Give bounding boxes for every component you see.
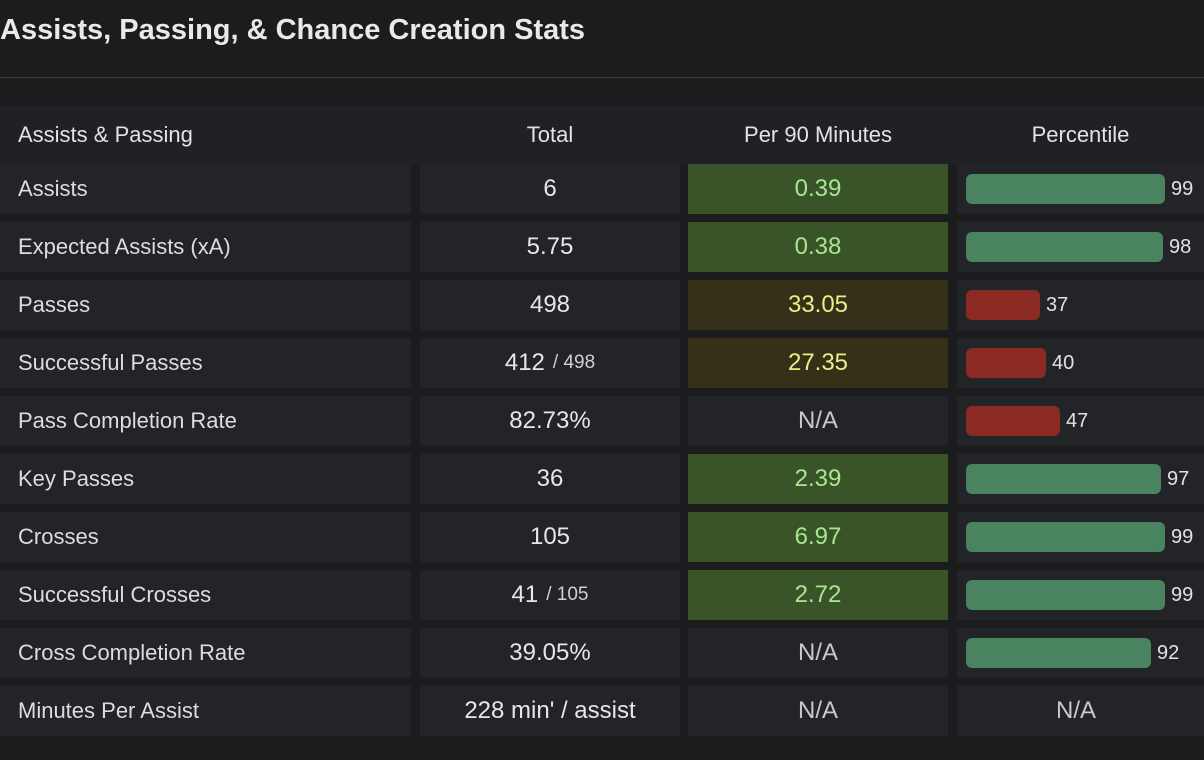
percentile-value: 99 xyxy=(1171,177,1194,200)
total-cell: 412 / 498 xyxy=(420,338,680,388)
row-label: Crosses xyxy=(0,512,411,562)
row-label: Minutes Per Assist xyxy=(0,686,411,736)
percentile-value: 98 xyxy=(1169,235,1192,258)
total-cell: 82.73% xyxy=(420,396,680,446)
per90-cell: 2.72 xyxy=(688,570,948,620)
percentile-value: 37 xyxy=(1046,293,1069,316)
table-body: Assists 6 0.39 99 Expected Assists (xA) 5.75 0… xyxy=(0,164,1204,744)
table-row: Expected Assists (xA) 5.75 0.38 98 xyxy=(0,222,1204,280)
per90-cell: 0.38 xyxy=(688,222,948,272)
percentile-bar xyxy=(966,348,1046,378)
percentile-cell: 37 xyxy=(957,280,1204,330)
row-label: Successful Passes xyxy=(0,338,411,388)
total-cell: 41 / 105 xyxy=(420,570,680,620)
table-row: Crosses 105 6.97 99 xyxy=(0,512,1204,570)
percentile-value: 97 xyxy=(1167,467,1190,490)
percentile-cell: 97 xyxy=(957,454,1204,504)
total-denominator: / 105 xyxy=(546,584,589,605)
total-value: 41 xyxy=(511,581,539,608)
percentile-cell: 92 xyxy=(957,628,1204,678)
percentile-value: 92 xyxy=(1157,641,1180,664)
header-total: Total xyxy=(526,122,574,147)
total-value: 82.73% xyxy=(509,407,591,434)
header-category: Assists & Passing xyxy=(18,122,193,147)
percentile-cell: N/A xyxy=(957,686,1204,736)
per90-cell: 33.05 xyxy=(688,280,948,330)
table-row: Successful Passes 412 / 498 27.35 40 xyxy=(0,338,1204,396)
total-value: 105 xyxy=(529,523,571,550)
percentile-bar xyxy=(966,232,1163,262)
total-cell: 36 xyxy=(420,454,680,504)
total-cell: 228 min' / assist xyxy=(420,686,680,736)
table-row: Successful Crosses 41 / 105 2.72 99 xyxy=(0,570,1204,628)
total-value: 498 xyxy=(529,291,571,318)
total-value: 39.05% xyxy=(509,639,591,666)
per90-cell: 27.35 xyxy=(688,338,948,388)
stats-table: Assists & Passing Total Per 90 Minutes P… xyxy=(0,106,1204,744)
table-row: Assists 6 0.39 99 xyxy=(0,164,1204,222)
percentile-value: 99 xyxy=(1171,525,1194,548)
row-label: Expected Assists (xA) xyxy=(0,222,411,272)
total-value: 5.75 xyxy=(526,233,574,260)
total-cell: 5.75 xyxy=(420,222,680,272)
row-label: Cross Completion Rate xyxy=(0,628,411,678)
row-label: Key Passes xyxy=(0,454,411,504)
total-value: 36 xyxy=(536,465,564,492)
percentile-bar xyxy=(966,638,1151,668)
total-value: 412 xyxy=(504,349,545,376)
total-denominator: / 498 xyxy=(552,352,596,373)
percentile-bar xyxy=(966,290,1040,320)
per90-cell: 2.39 xyxy=(688,454,948,504)
total-value: 6 xyxy=(543,175,557,202)
table-row: Key Passes 36 2.39 97 xyxy=(0,454,1204,512)
percentile-cell: 40 xyxy=(957,338,1204,388)
row-label: Successful Crosses xyxy=(0,570,411,620)
percentile-na: N/A xyxy=(1055,697,1096,724)
percentile-value: 40 xyxy=(1052,351,1075,374)
percentile-bar xyxy=(966,464,1161,494)
table-row: Minutes Per Assist 228 min' / assist N/A N/… xyxy=(0,686,1204,744)
percentile-cell: 99 xyxy=(957,164,1204,214)
per90-cell: N/A xyxy=(688,628,948,678)
total-cell: 39.05% xyxy=(420,628,680,678)
row-label: Pass Completion Rate xyxy=(0,396,411,446)
total-cell: 6 xyxy=(420,164,680,214)
total-cell: 105 xyxy=(420,512,680,562)
table-header-row: Assists & Passing Total Per 90 Minutes P… xyxy=(0,106,1204,164)
table-row: Passes 498 33.05 37 xyxy=(0,280,1204,338)
per90-cell: 0.39 xyxy=(688,164,948,214)
total-cell: 498 xyxy=(420,280,680,330)
per90-cell: N/A xyxy=(688,396,948,446)
row-label: Assists xyxy=(0,164,411,214)
percentile-bar xyxy=(966,580,1165,610)
percentile-bar xyxy=(966,174,1165,204)
percentile-bar xyxy=(966,406,1060,436)
row-label: Passes xyxy=(0,280,411,330)
percentile-cell: 99 xyxy=(957,512,1204,562)
total-value: 228 min' / assist xyxy=(464,697,636,724)
per90-cell: 6.97 xyxy=(688,512,948,562)
percentile-cell: 98 xyxy=(957,222,1204,272)
title-divider xyxy=(0,77,1204,78)
percentile-bar xyxy=(966,522,1165,552)
percentile-cell: 99 xyxy=(957,570,1204,620)
header-percentile: Percentile xyxy=(1031,122,1130,147)
header-per90: Per 90 Minutes xyxy=(744,122,892,147)
section-title: Assists, Passing, & Chance Creation Stat… xyxy=(0,14,586,46)
percentile-cell: 47 xyxy=(957,396,1204,446)
table-row: Cross Completion Rate 39.05% N/A 92 xyxy=(0,628,1204,686)
table-row: Pass Completion Rate 82.73% N/A 47 xyxy=(0,396,1204,454)
percentile-value: 99 xyxy=(1171,583,1194,606)
percentile-value: 47 xyxy=(1066,409,1089,432)
per90-cell: N/A xyxy=(688,686,948,736)
